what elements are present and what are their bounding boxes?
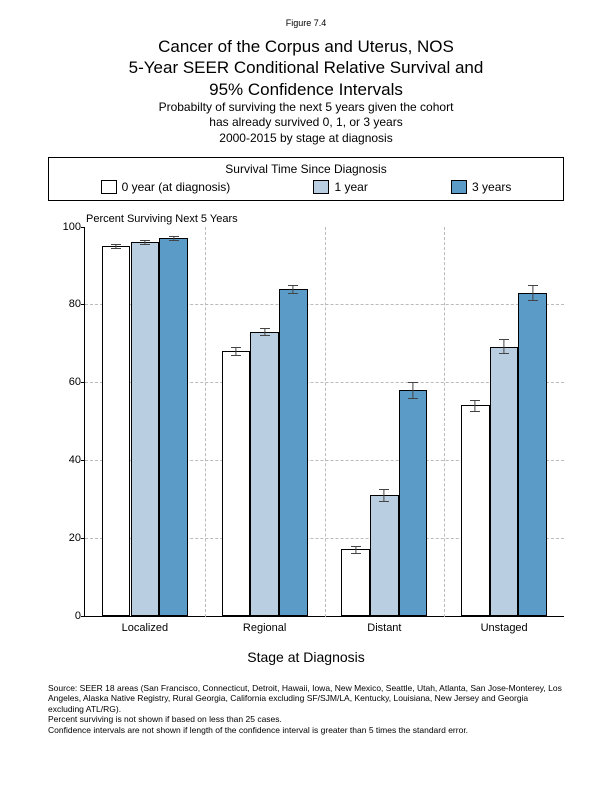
y-tick-label: 100 [55,221,81,233]
bar [102,246,131,616]
legend-swatch-1 [313,180,329,194]
y-tick-label: 0 [55,610,81,622]
bar [131,242,160,615]
bar [518,293,547,616]
y-tick-label: 60 [55,376,81,388]
group-divider [205,227,206,617]
subtitle-line-1: Probabilty of surviving the next 5 years… [0,100,612,116]
bar [490,347,519,615]
y-tick-label: 80 [55,298,81,310]
bar [370,495,399,616]
footnotes: Source: SEER 18 areas (San Francisco, Co… [48,683,564,736]
figure-label: Figure 7.4 [0,0,612,28]
subtitle-line-3: 2000-2015 by stage at diagnosis [0,131,612,147]
group-divider [325,227,326,617]
footnote-1: Source: SEER 18 areas (San Francisco, Co… [48,683,564,715]
bar [159,238,188,615]
bar [461,405,490,615]
legend-item-1: 1 year [313,180,367,194]
bar [250,332,279,616]
y-tick-label: 20 [55,532,81,544]
legend-label-0: 0 year (at diagnosis) [122,180,231,194]
legend-item-0: 0 year (at diagnosis) [101,180,231,194]
bar [341,549,370,615]
x-category-label: Distant [367,622,401,634]
group-divider [444,227,445,617]
footnote-3: Confidence intervals are not shown if le… [48,725,564,736]
title-line-1: Cancer of the Corpus and Uterus, NOS [0,36,612,57]
legend-swatch-2 [451,180,467,194]
legend: Survival Time Since Diagnosis 0 year (at… [48,157,564,201]
y-axis-title: Percent Surviving Next 5 Years [86,213,238,225]
chart: Percent Surviving Next 5 Years 020406080… [48,217,564,647]
bar [279,289,308,616]
legend-item-2: 3 years [451,180,511,194]
subtitle-line-2: has already survived 0, 1, or 3 years [0,115,612,131]
footnote-2: Percent surviving is not shown if based … [48,714,564,725]
bar [399,390,428,616]
legend-label-2: 3 years [472,180,511,194]
legend-label-1: 1 year [334,180,367,194]
x-category-label: Localized [122,622,168,634]
title-line-2: 5-Year SEER Conditional Relative Surviva… [0,57,612,78]
x-category-label: Unstaged [481,622,528,634]
y-tick-label: 40 [55,454,81,466]
title-block: Cancer of the Corpus and Uterus, NOS 5-Y… [0,36,612,147]
legend-title: Survival Time Since Diagnosis [49,158,563,178]
title-line-3: 95% Confidence Intervals [0,79,612,100]
bar [222,351,251,616]
legend-swatch-0 [101,180,117,194]
x-axis-title: Stage at Diagnosis [0,649,612,665]
x-category-label: Regional [243,622,286,634]
plot-area: 020406080100LocalizedRegionalDistantUnst… [84,227,564,617]
